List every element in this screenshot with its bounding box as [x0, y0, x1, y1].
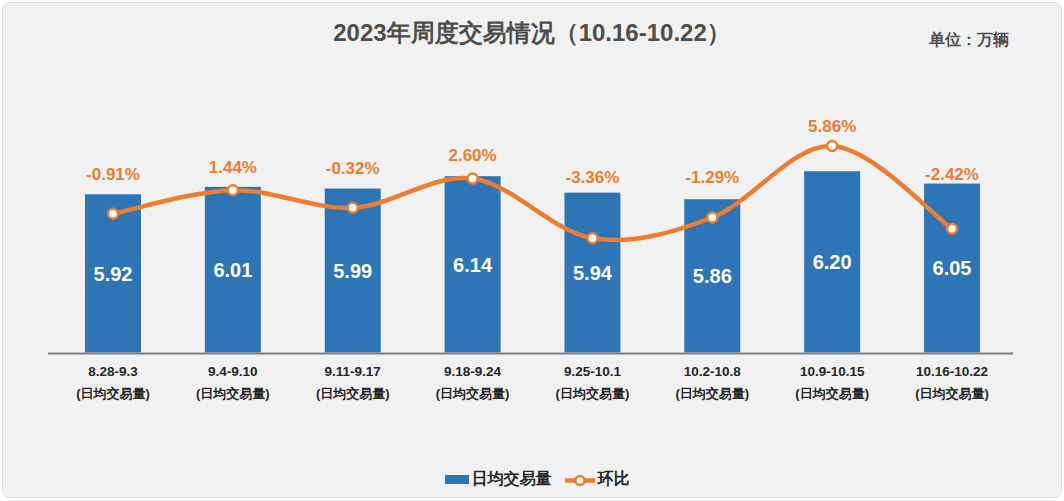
bar-value-label: 5.86 — [693, 265, 732, 287]
x-tick-sublabel: (日均交易量) — [675, 386, 749, 401]
legend-line-label: 环比 — [598, 469, 630, 490]
x-tick-label: 9.25-10.1 — [564, 364, 622, 379]
x-tick-label: 9.18-9.24 — [444, 364, 502, 379]
x-tick-sublabel: (日均交易量) — [76, 386, 150, 401]
legend-line-swatch-icon — [565, 473, 595, 486]
bar-value-label: 6.20 — [813, 251, 852, 273]
x-tick-label: 10.16-10.22 — [916, 364, 988, 379]
x-tick-sublabel: (日均交易量) — [556, 386, 630, 401]
line-marker — [827, 141, 837, 151]
x-tick-sublabel: (日均交易量) — [436, 386, 510, 401]
x-tick-label: 9.4-9.10 — [208, 364, 258, 379]
x-tick-sublabel: (日均交易量) — [915, 386, 989, 401]
line-marker — [587, 233, 597, 243]
bar-value-label: 6.14 — [453, 254, 493, 276]
pct-label: -3.36% — [566, 168, 620, 187]
chart-plot: 5.92 6.01 5.99 6.14 5.94 5.86 6.20 6.05 8.28-9.3… — [3, 3, 1062, 443]
line-marker — [348, 203, 358, 213]
line-marker — [108, 209, 118, 219]
legend: 日均交易量 环比 — [13, 469, 1061, 490]
x-tick-sublabel: (日均交易量) — [316, 386, 390, 401]
line-marker — [947, 224, 957, 234]
x-tick-label: 10.2-10.8 — [684, 364, 742, 379]
bar-value-label: 5.94 — [573, 262, 613, 284]
chart-card: 2023年周度交易情况（10.16-10.22） 单位：万辆 5.926.015… — [2, 2, 1062, 498]
line-marker — [707, 213, 717, 223]
x-tick-label: 8.28-9.3 — [88, 364, 138, 379]
pct-label: -0.91% — [86, 165, 140, 184]
legend-bar-swatch-icon — [445, 475, 469, 484]
bar-value-label: 5.92 — [94, 263, 133, 285]
pct-label: -1.29% — [685, 168, 739, 187]
line-marker — [228, 185, 238, 195]
bar-value-label: 6.05 — [933, 257, 972, 279]
x-tick-label: 10.9-10.15 — [800, 364, 865, 379]
x-tick-sublabel: (日均交易量) — [196, 386, 270, 401]
pct-label: 2.60% — [448, 146, 496, 165]
x-tick-label: 9.11-9.17 — [325, 364, 381, 379]
pct-label: -2.42% — [925, 165, 979, 184]
legend-bar-label: 日均交易量 — [472, 469, 552, 490]
x-tick-sublabel: (日均交易量) — [795, 386, 869, 401]
bar-value-label: 5.99 — [333, 260, 372, 282]
pct-label: 1.44% — [209, 158, 257, 177]
bar-value-label: 6.01 — [213, 259, 252, 281]
line-marker — [468, 174, 478, 184]
pct-label: 5.86% — [808, 117, 856, 136]
pct-label: -0.32% — [326, 159, 380, 178]
